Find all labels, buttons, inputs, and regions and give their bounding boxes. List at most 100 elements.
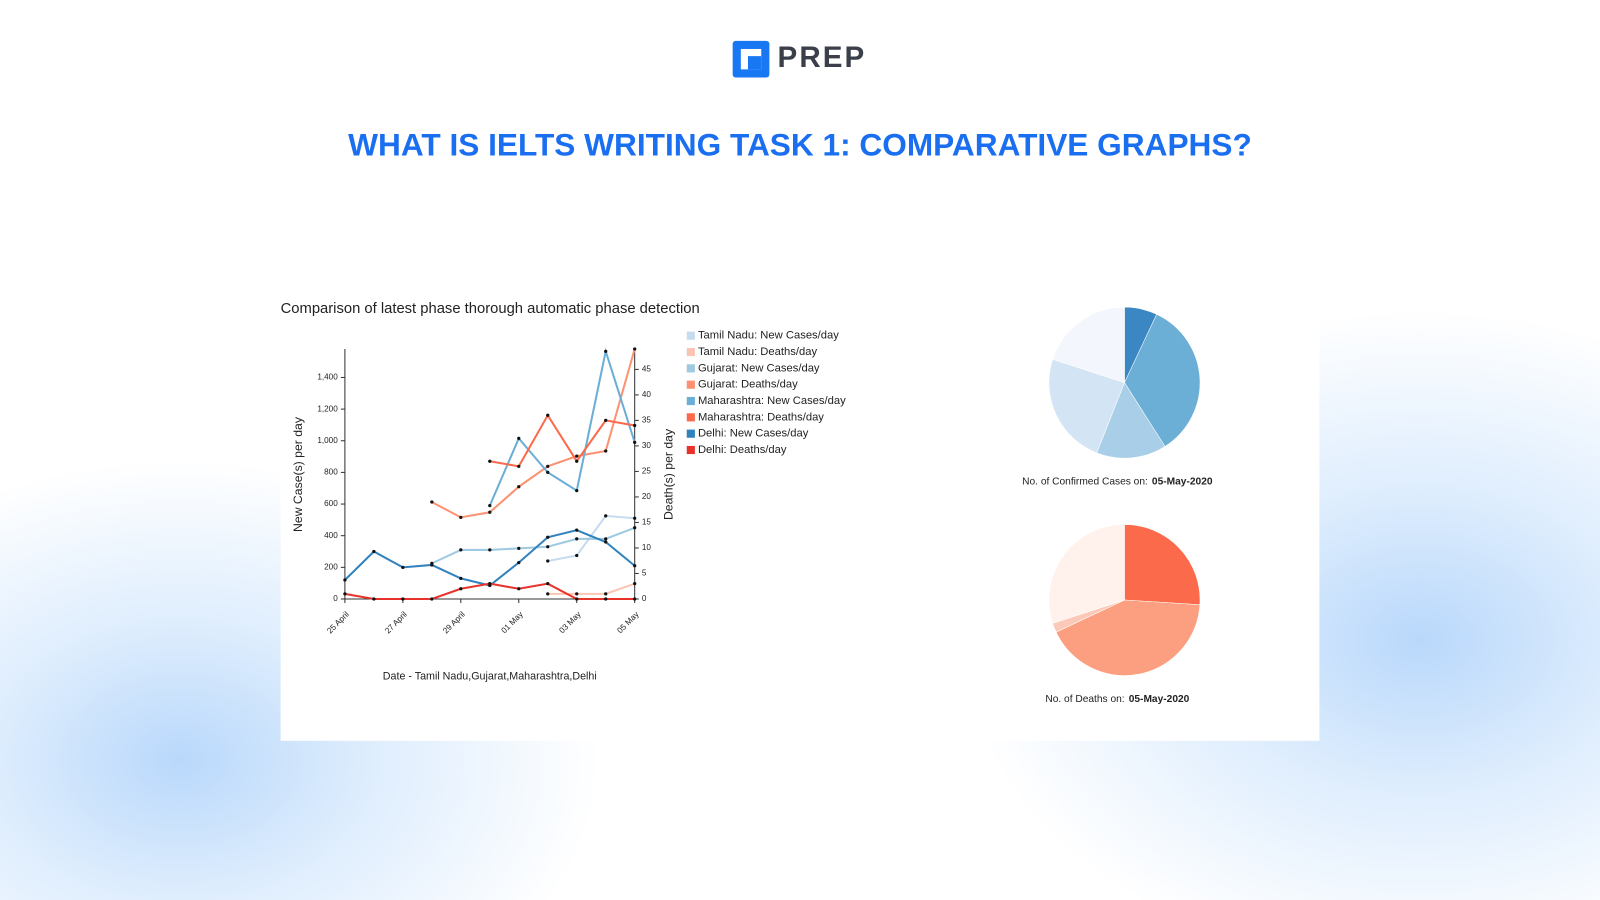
- data-point: [459, 576, 463, 581]
- data-point: [575, 459, 579, 463]
- pie-slice: [1124, 313, 1201, 447]
- data-point: [575, 537, 579, 541]
- data-point: [604, 592, 608, 596]
- data-point: [575, 553, 579, 558]
- data-point: [459, 548, 463, 552]
- data-point: [633, 564, 637, 568]
- series-line: [547, 582, 636, 595]
- y-tick-label: 600: [324, 499, 338, 508]
- legend-swatch: [686, 364, 695, 373]
- data-point: [546, 582, 550, 586]
- legend-swatch: [686, 413, 695, 422]
- data-point: [575, 528, 579, 532]
- series-line: [431, 348, 636, 519]
- pie-caption: No. of Confirmed Cases on: 05-May-2020: [1022, 476, 1213, 487]
- y2-tick-label: 10: [642, 543, 652, 552]
- legend-swatch: [686, 331, 695, 340]
- legend-swatch: [686, 347, 695, 357]
- legend-swatch: [686, 396, 695, 406]
- data-point: [517, 436, 521, 441]
- data-point: [604, 540, 608, 544]
- series-line: [488, 347, 636, 507]
- data-point: [575, 592, 579, 596]
- pie-caption: No. of Deaths on: 05-May-2020: [1045, 694, 1189, 705]
- legend-swatch: [686, 445, 695, 455]
- data-point: [546, 413, 550, 417]
- series-line: [489, 413, 635, 468]
- data-point: [575, 454, 579, 458]
- data-point: [488, 582, 492, 586]
- data-point: [517, 546, 521, 550]
- data-point: [430, 500, 434, 504]
- y-tick-label: 0: [333, 594, 338, 603]
- data-point: [575, 488, 579, 493]
- data-point: [575, 597, 579, 601]
- data-point: [633, 582, 637, 586]
- legend-label: Tamil Nadu: New Cases/day: [698, 330, 839, 342]
- data-point: [372, 549, 376, 554]
- data-point: [546, 545, 550, 549]
- pie-caption-text: No. of Deaths on:: [1045, 694, 1124, 705]
- data-point: [430, 563, 434, 567]
- data-point: [604, 449, 608, 453]
- data-point: [488, 510, 492, 514]
- y2-tick-label: 5: [642, 569, 647, 578]
- y2-tick-label: 25: [642, 467, 652, 476]
- legend-label: Gujarat: New Cases/day: [698, 362, 820, 374]
- y2-tick-label: 45: [642, 365, 652, 374]
- data-point: [633, 597, 637, 601]
- y2-tick-label: 30: [642, 441, 652, 450]
- data-point: [546, 592, 550, 596]
- legend-swatch: [686, 429, 695, 438]
- y-tick-label: 800: [324, 468, 338, 477]
- y-tick-label: 1,000: [317, 436, 338, 445]
- data-point: [633, 440, 637, 444]
- logo-icon-dot: [747, 56, 762, 70]
- chart-title: Comparison of latest phase thorough auto…: [281, 301, 700, 317]
- data-point: [517, 587, 521, 591]
- logo: PREP: [732, 40, 864, 78]
- data-point: [488, 503, 492, 508]
- pie-slice: [1096, 382, 1166, 459]
- pie-slice: [1052, 306, 1125, 384]
- data-point: [604, 349, 608, 353]
- y-tick-label: 200: [324, 562, 338, 571]
- data-point: [488, 548, 492, 552]
- y2-axis-label: Death(s) per day: [662, 428, 676, 520]
- x-axis-label: Date - Tamil Nadu,Gujarat,Maharashtra,De…: [383, 670, 597, 682]
- data-point: [343, 578, 347, 582]
- pie-slice: [1124, 524, 1201, 606]
- y-tick-label: 1,200: [317, 404, 338, 413]
- y-tick-label: 400: [324, 531, 338, 540]
- data-point: [517, 560, 521, 565]
- data-point: [633, 526, 637, 530]
- y2-tick-label: 35: [642, 416, 652, 425]
- data-point: [372, 597, 376, 601]
- series-line: [431, 526, 636, 565]
- data-point: [546, 535, 550, 539]
- data-point: [604, 418, 608, 423]
- y-axis-label: New Case(s) per day: [291, 416, 305, 532]
- data-point: [459, 587, 463, 591]
- pie-slice: [1048, 358, 1125, 454]
- legend-label: Tamil Nadu: Deaths/day: [698, 346, 817, 358]
- pie-slice: [1055, 599, 1201, 676]
- data-point: [633, 423, 637, 428]
- data-point: [546, 559, 550, 563]
- pie-caption-date: 05-May-2020: [1152, 476, 1213, 487]
- pie-slice: [1048, 524, 1125, 624]
- data-point: [546, 470, 550, 475]
- y2-tick-label: 40: [642, 390, 652, 399]
- data-point: [343, 592, 347, 596]
- data-point: [633, 516, 637, 520]
- legend-swatch: [686, 380, 695, 389]
- data-point: [459, 515, 463, 519]
- data-point: [633, 347, 637, 351]
- data-point: [517, 464, 521, 468]
- data-point: [401, 565, 405, 569]
- data-point: [401, 597, 405, 601]
- y-tick-label: 1,400: [317, 373, 338, 382]
- legend-label: Maharashtra: Deaths/day: [698, 411, 824, 423]
